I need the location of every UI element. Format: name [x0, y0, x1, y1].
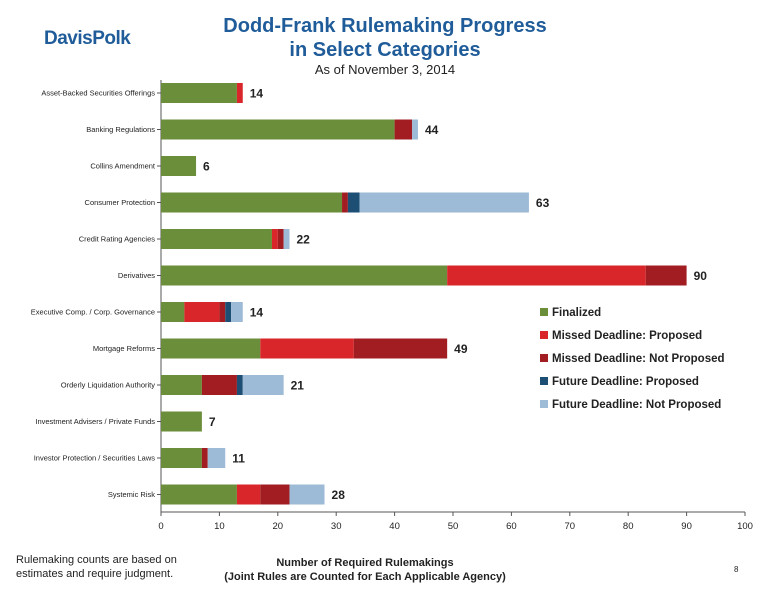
- bar-total-label: 22: [296, 233, 310, 247]
- legend-label: Missed Deadline: Proposed: [552, 330, 702, 342]
- bar-segment-missed-deadline-not-proposed: [645, 265, 687, 286]
- chart-title-line-2: in Select Categories: [289, 39, 481, 61]
- x-tick-label: 100: [737, 521, 753, 532]
- bar-segment-missed-deadline-not-proposed: [277, 229, 284, 249]
- bar-segment-future-deadline-not-proposed: [242, 375, 284, 395]
- category-label: Orderly Liquidation Authority: [61, 381, 155, 390]
- bar-total-label: 90: [694, 269, 708, 283]
- category-label: Consumer Protection: [85, 198, 155, 207]
- category-label: Mortgage Reforms: [93, 344, 155, 353]
- bar-segment-future-deadline-proposed: [225, 302, 232, 322]
- chart-subtitle: As of November 3, 2014: [314, 62, 456, 77]
- category-label: Derivatives: [118, 271, 155, 280]
- bar-segment-finalized: [161, 119, 395, 140]
- bar-segment-missed-deadline-proposed: [260, 338, 354, 359]
- legend-swatch: [540, 331, 548, 339]
- category-label: Collins Amendment: [90, 162, 156, 171]
- x-axis-title: Number of Required Rulemakings (Joint Ru…: [200, 556, 530, 584]
- bar-segment-missed-deadline-not-proposed: [394, 119, 413, 140]
- bar-total-label: 14: [250, 87, 264, 101]
- bar-segment-missed-deadline-not-proposed: [353, 338, 448, 359]
- footnote-line-1: Rulemaking counts are based on: [16, 554, 177, 566]
- bar-segment-missed-deadline-proposed: [236, 83, 243, 103]
- bar-segment-future-deadline-not-proposed: [412, 119, 418, 140]
- x-tick-label: 70: [565, 521, 576, 532]
- legend-label: Missed Deadline: Not Proposed: [552, 353, 725, 365]
- bar-segment-future-deadline-not-proposed: [283, 229, 290, 249]
- bar-segment-finalized: [161, 375, 202, 395]
- bar-segment-future-deadline-not-proposed: [231, 302, 243, 322]
- bar-total-label: 7: [209, 415, 216, 429]
- bar-segment-missed-deadline-not-proposed: [201, 375, 237, 395]
- bar-segment-missed-deadline-not-proposed: [219, 302, 226, 322]
- footnote: Rulemaking counts are based on estimates…: [16, 553, 216, 581]
- x-tick-label: 10: [214, 521, 225, 532]
- bar-segment-finalized: [161, 192, 343, 213]
- bar-segment-finalized: [161, 83, 237, 103]
- bar-segment-missed-deadline-proposed: [184, 302, 220, 322]
- x-axis-title-line-1: Number of Required Rulemakings: [276, 557, 454, 569]
- category-label: Systemic Risk: [108, 490, 155, 499]
- davis-polk-logo: DavisPolk: [44, 28, 131, 49]
- x-tick-label: 50: [448, 521, 459, 532]
- x-tick-label: 40: [389, 521, 400, 532]
- x-tick-label: 30: [331, 521, 342, 532]
- bar-total-label: 11: [232, 452, 245, 466]
- footnote-line-2: estimates and require judgment.: [16, 568, 174, 580]
- bar-segment-finalized: [161, 448, 202, 468]
- chart-title-line-1: Dodd-Frank Rulemaking Progress: [223, 15, 547, 37]
- x-tick-label: 60: [506, 521, 517, 532]
- bar-total-label: 63: [536, 196, 550, 210]
- chart-title: Dodd-Frank Rulemaking Progress in Select…: [185, 14, 585, 62]
- bar-segment-future-deadline-not-proposed: [207, 448, 226, 468]
- category-label: Asset-Backed Securities Offerings: [41, 89, 155, 98]
- legend-swatch: [540, 400, 548, 408]
- bar-segment-missed-deadline-not-proposed: [260, 484, 290, 505]
- category-label: Executive Comp. / Corp. Governance: [31, 308, 155, 317]
- bar-total-label: 49: [454, 342, 468, 356]
- bar-total-label: 21: [291, 379, 305, 393]
- legend-label: Future Deadline: Proposed: [552, 376, 699, 388]
- bar-segment-future-deadline-not-proposed: [359, 192, 529, 213]
- bar-segment-finalized: [161, 411, 202, 432]
- bar-total-label: 14: [250, 306, 264, 320]
- legend-swatch: [540, 354, 548, 362]
- bar-segment-missed-deadline-not-proposed: [342, 192, 348, 213]
- legend-label: Finalized: [552, 307, 601, 319]
- bar-total-label: 6: [203, 160, 210, 174]
- category-label: Investment Advisers / Private Funds: [35, 417, 155, 426]
- bar-segment-missed-deadline-proposed: [271, 229, 278, 249]
- bar-segment-finalized: [161, 302, 185, 322]
- bar-segment-missed-deadline-proposed: [447, 265, 646, 286]
- category-label: Investor Protection / Securities Laws: [34, 454, 156, 463]
- category-label: Banking Regulations: [86, 125, 155, 134]
- page-number: 8: [734, 565, 739, 574]
- x-tick-label: 0: [158, 521, 163, 532]
- legend-label: Future Deadline: Not Proposed: [552, 399, 721, 411]
- x-tick-label: 80: [623, 521, 634, 532]
- bar-segment-finalized: [161, 265, 448, 286]
- x-tick-label: 90: [681, 521, 692, 532]
- x-axis-title-line-2: (Joint Rules are Counted for Each Applic…: [224, 571, 506, 583]
- bar-segment-missed-deadline-proposed: [236, 484, 261, 505]
- bar-segment-finalized: [161, 338, 261, 359]
- bar-segment-future-deadline-proposed: [236, 375, 243, 395]
- bar-segment-finalized: [161, 156, 197, 176]
- bar-segment-future-deadline-proposed: [347, 192, 360, 213]
- legend-swatch: [540, 308, 548, 316]
- bar-segment-finalized: [161, 229, 272, 249]
- bar-segment-missed-deadline-not-proposed: [201, 448, 208, 468]
- bar-segment-finalized: [161, 484, 237, 505]
- legend-swatch: [540, 377, 548, 385]
- bar-segment-future-deadline-not-proposed: [289, 484, 325, 505]
- bar-total-label: 28: [332, 488, 346, 502]
- bar-total-label: 44: [425, 123, 439, 137]
- category-label: Credit Rating Agencies: [79, 235, 156, 244]
- x-tick-label: 20: [273, 521, 284, 532]
